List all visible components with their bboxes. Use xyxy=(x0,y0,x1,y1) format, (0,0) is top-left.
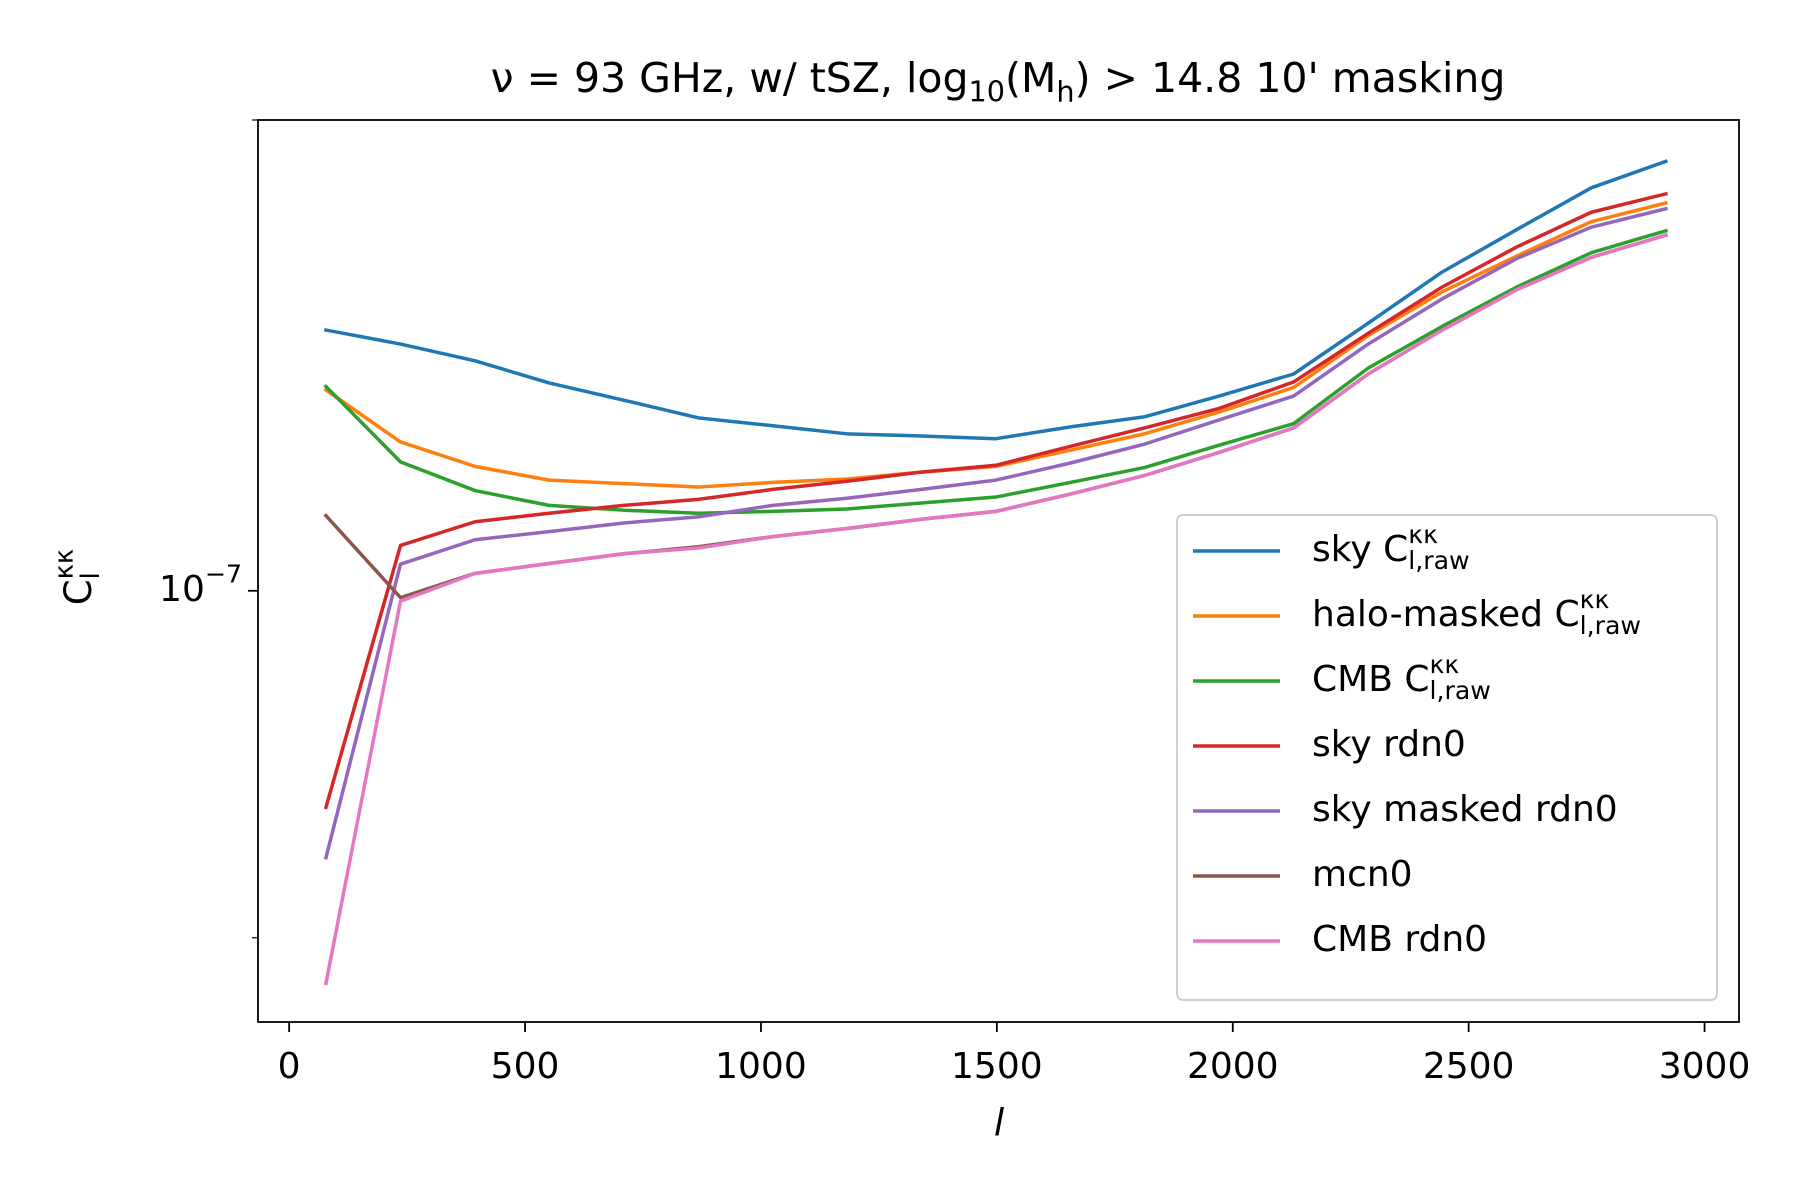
legend-label: sky masked rdn0 xyxy=(1312,789,1618,830)
legend-label: mcn0 xyxy=(1312,854,1413,895)
x-tick-label: 2500 xyxy=(1423,1046,1515,1087)
legend-label: sky Cl,rawκκ xyxy=(1312,520,1470,575)
y-axis-label: Clκκ xyxy=(49,549,106,605)
series-line xyxy=(323,228,1669,515)
legend-label: CMB rdn0 xyxy=(1312,919,1487,960)
axes-frame xyxy=(257,119,1740,1023)
legend-label: CMB Cl,rawκκ xyxy=(1312,650,1491,705)
x-tick-label: 0 xyxy=(278,1046,301,1087)
x-tick-label: 1500 xyxy=(951,1046,1043,1087)
series-line xyxy=(323,233,1669,986)
x-tick-label: 3000 xyxy=(1659,1046,1751,1087)
legend-frame xyxy=(1176,514,1718,1001)
legend-label: halo-masked Cl,rawκκ xyxy=(1312,585,1641,640)
series-line xyxy=(323,206,1668,860)
y-tick-label: 10−7 xyxy=(159,560,242,610)
x-tick-label: 1000 xyxy=(715,1046,807,1087)
x-tick-label: 500 xyxy=(491,1046,560,1087)
chart-title: ν = 93 GHz, w/ tSZ, log10(Mh) > 14.8 10'… xyxy=(491,54,1506,108)
x-axis-label: l xyxy=(994,1102,1005,1145)
x-tick-label: 2000 xyxy=(1187,1046,1279,1087)
series-line xyxy=(323,159,1669,441)
legend-label: sky rdn0 xyxy=(1312,724,1466,765)
series-line xyxy=(323,191,1668,810)
